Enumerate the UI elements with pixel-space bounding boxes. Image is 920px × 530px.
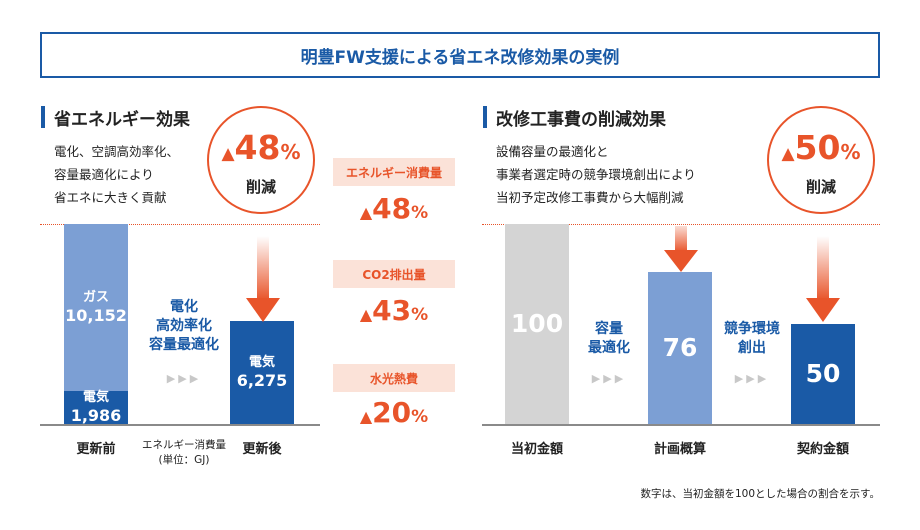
- bar-contract-amount: 50: [791, 324, 855, 424]
- right-middle-label-1: 容量 最適化: [571, 320, 647, 358]
- bar-value: 76: [662, 333, 698, 362]
- category-label-contract: 契約金額: [796, 442, 849, 457]
- middle-line: 容量: [595, 321, 623, 337]
- triangle-icon: ▲: [781, 144, 795, 164]
- axis-note-line: エネルギー消費量: [142, 439, 226, 451]
- left-dotted-divider: [40, 224, 320, 225]
- metric-value-co2: ▲43%: [333, 294, 455, 327]
- middle-line: 競争環境: [724, 321, 780, 337]
- metric-value-energy: ▲48%: [333, 192, 455, 225]
- right-reduction-badge: ▲50% 削減: [767, 106, 875, 214]
- right-section-title: 改修工事費の削減効果: [496, 110, 666, 130]
- chevrons-icon: ▶▶▶: [591, 372, 627, 385]
- metric-pill-co2: CO2排出量: [333, 260, 455, 288]
- right-description: 設備容量の最適化と 事業者選定時の競争環境創出により 当初予定改修工事費から大幅…: [496, 140, 696, 209]
- left-section-title: 省エネルギー効果: [54, 110, 190, 130]
- metric-pill-energy: エネルギー消費量: [333, 158, 455, 186]
- right-badge-percent: ▲50%: [769, 130, 873, 172]
- category-label-after: 更新後: [242, 442, 282, 457]
- bar-plan-estimate: 76: [648, 272, 712, 424]
- metric-number: 20: [372, 396, 412, 429]
- triangle-icon: ▲: [221, 144, 235, 164]
- left-desc-line: 容量最適化により: [54, 167, 154, 182]
- bar-value: 100: [510, 309, 564, 338]
- footnote: 数字は、当初金額を100とした場合の割合を示す。: [640, 488, 881, 500]
- bar-label: 電気: [82, 390, 109, 406]
- bar-value: 10,152: [65, 306, 127, 326]
- right-desc-line: 当初予定改修工事費から大幅削減: [496, 190, 684, 205]
- down-arrow-icon: [664, 226, 698, 272]
- axis-note-line: (単位：GJ): [158, 454, 210, 466]
- left-description: 電化、空調高効率化、 容量最適化により 省エネに大きく貢献: [54, 140, 179, 209]
- metric-label: CO2排出量: [362, 267, 426, 282]
- middle-line: 創出: [738, 340, 766, 356]
- left-baseline: [40, 424, 320, 426]
- left-desc-line: 省エネに大きく貢献: [54, 190, 167, 205]
- metric-unit: %: [411, 305, 429, 325]
- bar-before-electric: 電気 1,986: [64, 390, 128, 426]
- right-dotted-divider: [482, 224, 880, 225]
- left-section-accent: [41, 106, 45, 128]
- metric-value-utility: ▲20%: [333, 396, 455, 429]
- right-section-accent: [483, 106, 487, 128]
- middle-line: 最適化: [588, 340, 630, 356]
- left-badge-percent: ▲48%: [209, 130, 313, 172]
- metric-pill-utility: 水光熱費: [333, 364, 455, 392]
- bar-value: 6,275: [236, 370, 288, 390]
- right-baseline: [482, 424, 880, 426]
- bar-after-electric: 電気 6,275: [230, 320, 294, 424]
- category-label-plan: 計画概算: [653, 442, 706, 457]
- bar-label: ガス: [82, 290, 109, 306]
- middle-line: 電化: [170, 299, 198, 315]
- chevrons-icon: ▶▶▶: [166, 372, 202, 385]
- right-badge-value: 50: [794, 128, 841, 167]
- right-badge-word: 削減: [805, 178, 836, 196]
- axis-note: エネルギー消費量 (単位：GJ): [126, 438, 242, 468]
- chevrons-icon: ▶▶▶: [734, 372, 770, 385]
- metric-unit: %: [411, 203, 429, 223]
- middle-line: 容量最適化: [149, 337, 219, 353]
- right-desc-line: 設備容量の最適化と: [496, 144, 609, 159]
- left-badge-word: 削減: [245, 178, 276, 196]
- right-desc-line: 事業者選定時の競争環境創出により: [496, 167, 696, 182]
- triangle-icon: ▲: [359, 305, 373, 324]
- banner-title: 明豊FW支援による省エネ改修効果の実例: [300, 47, 620, 68]
- left-reduction-badge: ▲48% 削減: [207, 106, 315, 214]
- bar-before-gas: ガス 10,152: [64, 224, 128, 392]
- category-label-initial: 当初金額: [510, 442, 563, 457]
- metric-label: エネルギー消費量: [345, 165, 442, 180]
- bar-value: 1,986: [70, 406, 122, 426]
- metric-unit: %: [411, 407, 429, 427]
- down-arrow-icon: [246, 236, 280, 322]
- right-badge-unit: %: [840, 140, 861, 164]
- middle-line: 高効率化: [156, 318, 212, 334]
- category-label-before: 更新前: [76, 442, 116, 457]
- metric-label: 水光熱費: [369, 371, 418, 386]
- metric-number: 48: [372, 192, 412, 225]
- metric-number: 43: [372, 294, 412, 327]
- triangle-icon: ▲: [359, 407, 373, 426]
- right-middle-label-2: 競争環境 創出: [712, 320, 792, 358]
- left-badge-unit: %: [280, 140, 301, 164]
- left-desc-line: 電化、空調高効率化、: [54, 144, 180, 159]
- left-middle-label: 電化 高効率化 容量最適化: [136, 298, 232, 355]
- triangle-icon: ▲: [359, 203, 373, 222]
- bar-value: 50: [805, 359, 841, 388]
- left-badge-value: 48: [234, 128, 281, 167]
- header-banner: 明豊FW支援による省エネ改修効果の実例: [40, 32, 880, 78]
- bar-initial-amount: 100: [505, 224, 569, 424]
- bar-label: 電気: [248, 354, 275, 370]
- down-arrow-icon: [806, 236, 840, 322]
